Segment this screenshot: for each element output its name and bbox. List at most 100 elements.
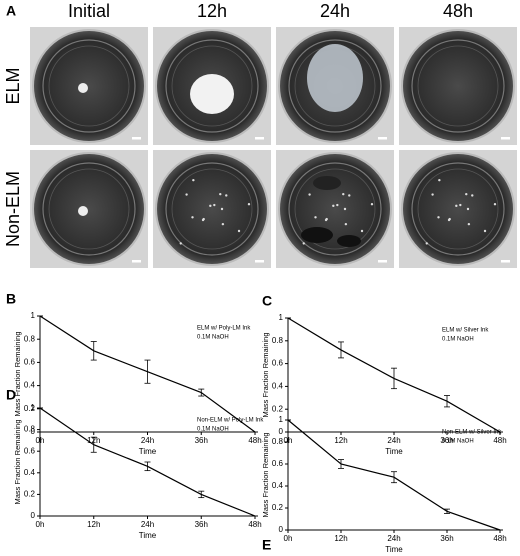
x-tick-label: 12h	[334, 534, 347, 543]
debris	[344, 222, 348, 226]
dish-rim	[278, 152, 392, 266]
debris	[179, 242, 182, 245]
y-tick-label: 1	[31, 311, 36, 320]
y-tick-label: 0	[31, 511, 36, 520]
debris	[342, 192, 345, 196]
error-bar	[338, 459, 344, 469]
debris	[201, 218, 205, 222]
debris	[493, 203, 497, 206]
x-tick-label: 12h	[87, 520, 100, 529]
annotation: 0.1M NaOH	[442, 337, 474, 343]
sample	[78, 206, 88, 216]
y-axis-label: Mass Fraction Remaining	[13, 419, 22, 504]
dish-inner	[411, 39, 505, 133]
y-axis-label: Mass Fraction Remaining	[261, 432, 270, 517]
y-tick-label: 0.4	[24, 468, 36, 477]
residue	[301, 227, 333, 243]
scale-bar	[132, 137, 141, 140]
y-tick-label: 1	[31, 403, 36, 412]
y-tick-label: 0.8	[272, 437, 284, 446]
debris	[314, 216, 317, 219]
sample	[78, 83, 88, 93]
error-bar	[444, 395, 450, 408]
scale-bar	[501, 137, 510, 140]
dish-inner	[417, 168, 499, 250]
column-header: 12h	[197, 1, 227, 21]
annotation: ELM w/ Poly-LM Ink	[197, 326, 251, 332]
error-bar	[198, 490, 205, 499]
scale-bar	[255, 260, 264, 263]
error-bar	[198, 388, 205, 397]
debris	[431, 193, 434, 196]
dish-rim	[32, 152, 146, 266]
debris	[360, 229, 364, 233]
panel-label: A	[6, 3, 16, 19]
y-tick-label: 0.8	[24, 334, 36, 343]
annotation: ELM w/ Silver Ink	[442, 328, 489, 334]
dish-inner	[48, 45, 130, 127]
x-tick-label: 24h	[387, 534, 400, 543]
panel-label: B	[6, 291, 16, 307]
scale-bar	[378, 137, 387, 140]
debris	[343, 207, 347, 211]
panel-label: C	[262, 293, 272, 309]
column-header: 24h	[320, 1, 350, 21]
y-tick-label: 0.6	[272, 459, 284, 468]
error-bar	[391, 471, 397, 484]
sample	[307, 44, 363, 112]
debris	[191, 216, 194, 219]
x-tick-label: 24h	[387, 436, 400, 445]
y-tick-label: 1	[279, 313, 284, 322]
column-header: 48h	[443, 1, 473, 21]
residue	[313, 176, 341, 190]
debris	[455, 204, 458, 208]
column-header: Initial	[68, 1, 110, 21]
debris	[192, 178, 195, 182]
panel-label: D	[6, 387, 16, 403]
y-tick-label: 0.8	[272, 336, 284, 345]
dish-rim	[401, 29, 515, 143]
dish-inner	[165, 39, 259, 133]
debris	[438, 178, 441, 182]
debris	[308, 193, 311, 196]
dish-inner	[42, 162, 136, 256]
debris	[447, 218, 451, 222]
debris	[220, 207, 224, 211]
x-tick-label: 48h	[248, 520, 261, 529]
row-label: ELM	[3, 67, 23, 104]
debris	[370, 203, 374, 206]
debris	[348, 194, 351, 197]
debris	[219, 192, 222, 196]
dish-rim	[155, 152, 269, 266]
dish-inner	[171, 168, 253, 250]
annotation: 0.1M NaOH	[442, 439, 474, 445]
debris	[467, 222, 471, 226]
scale-bar	[378, 260, 387, 263]
debris	[247, 203, 251, 206]
y-tick-label: 0.4	[272, 481, 284, 490]
x-tick-label: 36h	[440, 534, 453, 543]
sample	[190, 74, 234, 114]
annotation: 0.1M NaOH	[197, 427, 229, 433]
y-tick-label: 0.6	[272, 359, 284, 368]
dish-inner	[411, 162, 505, 256]
y-tick-label: 0.6	[24, 358, 36, 367]
dish-rim	[32, 29, 146, 143]
x-tick-label: 0h	[284, 534, 293, 543]
x-tick-label: 12h	[334, 436, 347, 445]
residue	[337, 235, 361, 247]
debris	[324, 218, 328, 222]
error-bar	[90, 436, 97, 453]
error-bar	[144, 359, 151, 384]
y-tick-label: 0.2	[24, 404, 36, 413]
y-tick-label: 0.2	[272, 503, 284, 512]
debris	[332, 204, 335, 208]
dish-rim	[401, 152, 515, 266]
debris	[336, 203, 339, 207]
debris	[466, 207, 470, 211]
dish-inner	[165, 162, 259, 256]
x-axis-label: Time	[385, 447, 403, 456]
debris	[237, 229, 241, 233]
panel-label: E	[262, 537, 271, 553]
